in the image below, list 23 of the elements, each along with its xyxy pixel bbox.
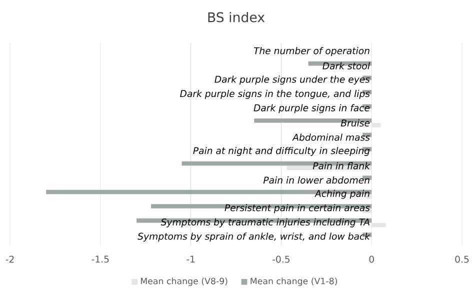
chart-title: BS index (208, 12, 265, 22)
y-tick-label: Bruise (340, 119, 370, 127)
x-tick-label: -1 (186, 256, 195, 263)
y-tick-label: Pain in flank (312, 162, 370, 170)
y-tick-label: The number of operation (254, 47, 370, 56)
y-tick-label: Aching pain (314, 190, 370, 199)
y-tick-label: Symptoms by sprain of ankle, wrist, and low back (138, 232, 370, 242)
y-tick-label: Dark purple signs in the tongue, and lips (180, 90, 370, 99)
x-tick-label: -2 (6, 256, 14, 263)
bar (372, 123, 381, 128)
legend-label: Mean change (V8-9) (141, 278, 228, 286)
y-tick-label: Dark stool (322, 62, 370, 70)
legend-label: Mean change (V1-8) (250, 278, 337, 286)
y-tick-label: Abdominal mass (292, 134, 370, 141)
x-tick-label: 0 (369, 256, 374, 263)
x-tick-label: -0.5 (272, 256, 290, 263)
bar (372, 222, 386, 228)
y-tick-label: Dark purple signs under the eyes (214, 76, 370, 85)
y-tick-label: Pain at night and difficulty in sleeping (193, 146, 370, 156)
y-tick-label: Pain in lower abdomen (263, 176, 370, 184)
x-tick-label: -1.5 (92, 256, 109, 263)
x-tick-label: 0.5 (455, 256, 469, 263)
y-tick-label: Dark purple signs in face (254, 104, 370, 114)
